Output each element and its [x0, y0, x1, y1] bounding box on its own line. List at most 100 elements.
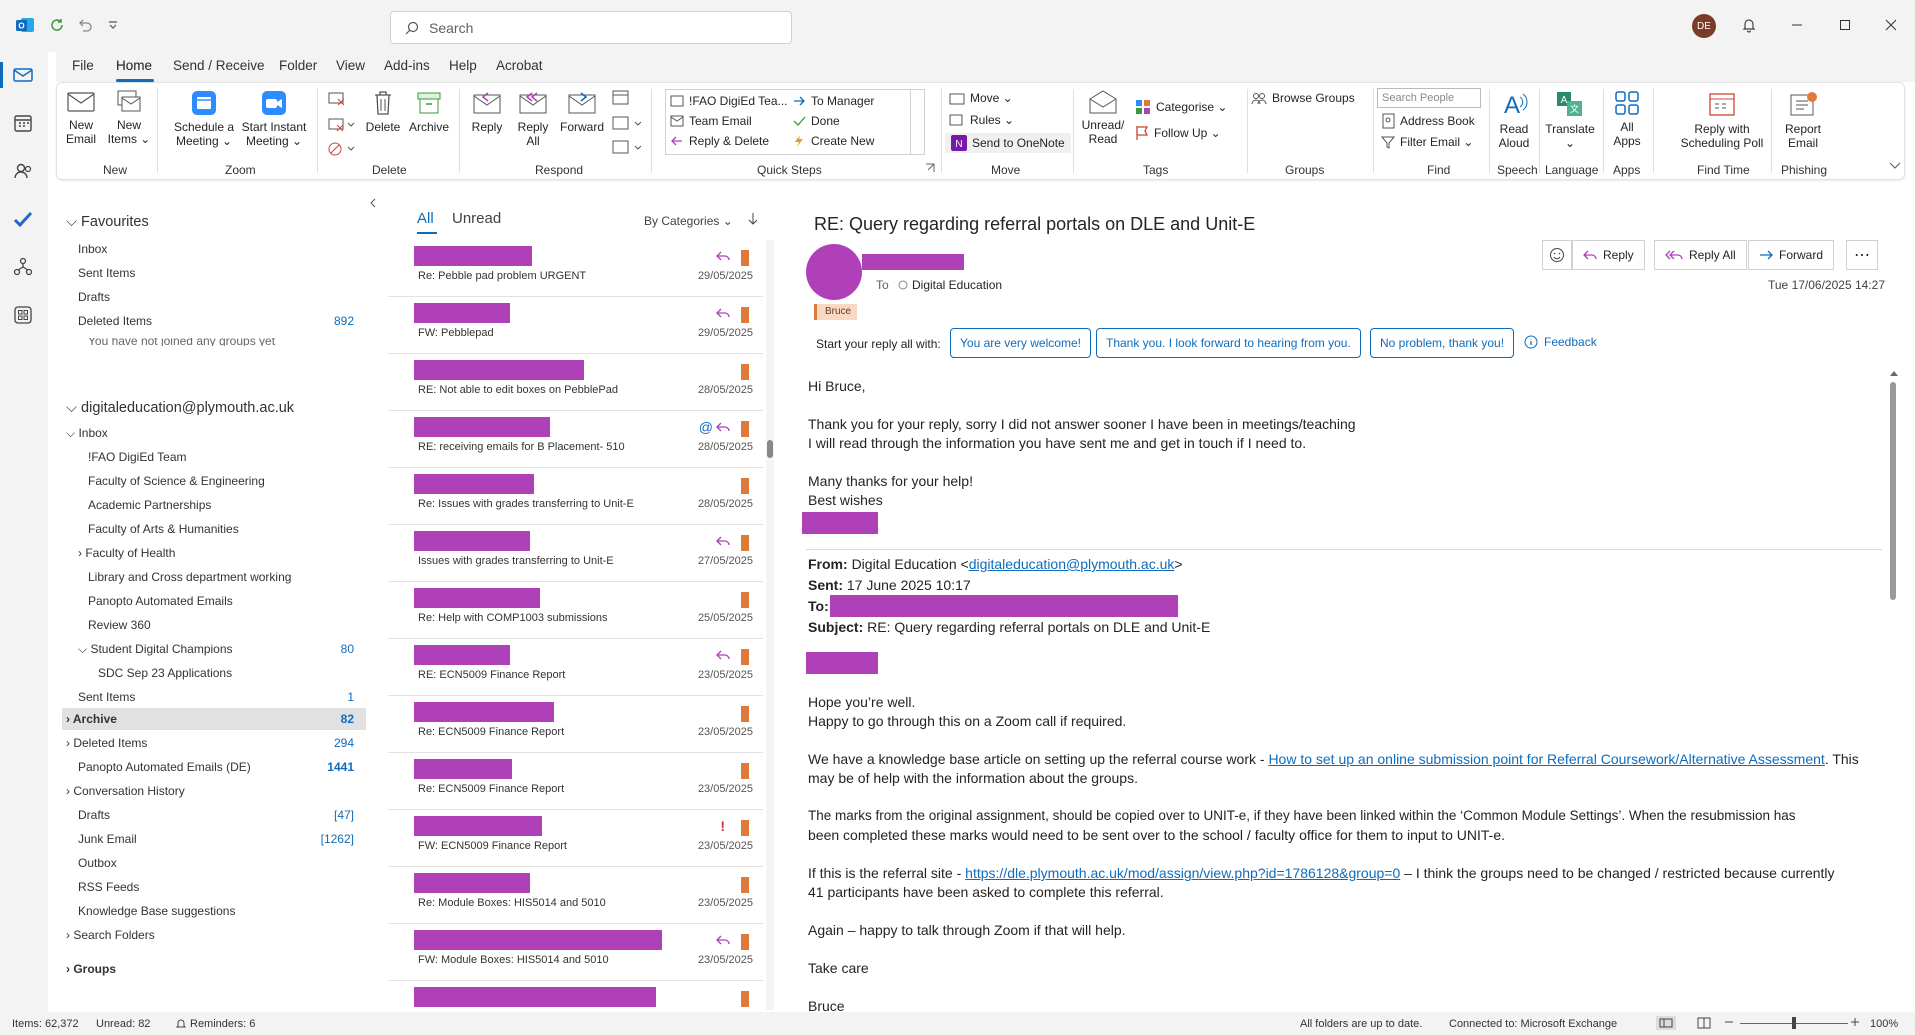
message-row[interactable]: Re: ECN5009 Finance Report 23/05/2025 [388, 753, 763, 810]
folder-outbox[interactable]: Outbox [78, 856, 117, 870]
more-actions-button[interactable]: ⋯ [1846, 240, 1878, 270]
reply-all-action-button[interactable]: Reply All [1654, 240, 1747, 270]
customize-toolbar-icon[interactable] [100, 12, 126, 38]
reply-button[interactable]: Reply [467, 89, 507, 134]
reply-action-button[interactable]: Reply [1572, 240, 1645, 270]
menu-acrobat[interactable]: Acrobat [496, 58, 543, 73]
zoom-out-button[interactable] [1724, 1017, 1734, 1027]
recipient[interactable]: Digital Education [898, 278, 1002, 292]
quickstep-create-new[interactable]: Create New [792, 134, 874, 148]
address-book-button[interactable]: Address Book [1381, 113, 1475, 129]
folder-conversation-history[interactable]: › Conversation History [66, 784, 185, 798]
fav-drafts[interactable]: Drafts [78, 290, 111, 304]
todo-icon[interactable] [12, 208, 36, 232]
move-button[interactable]: Move ⌄ [949, 91, 1013, 105]
folder-academic-partnerships[interactable]: Academic Partnerships [88, 498, 212, 512]
folder-review-360[interactable]: Review 360 [88, 618, 151, 632]
org-explorer-icon[interactable] [12, 256, 36, 280]
avatar[interactable]: DE [1692, 14, 1716, 38]
folder-science-engineering[interactable]: Faculty of Science & Engineering [88, 474, 265, 488]
suggested-reply-1[interactable]: You are very welcome! [950, 328, 1091, 358]
message-row[interactable]: Re: Issues with grades transferring to U… [388, 468, 763, 525]
account-header[interactable]: ⌵ digitaleducation@plymouth.ac.uk [66, 400, 295, 416]
referral-site-link[interactable]: https://dle.plymouth.ac.uk/mod/assign/vi… [965, 865, 1401, 881]
dialog-launcher-icon[interactable] [925, 163, 935, 173]
sort-dropdown[interactable]: By Categories ⌄ [644, 214, 733, 228]
start-instant-meeting-button[interactable]: Start Instant Meeting ⌄ [239, 89, 309, 148]
new-email-button[interactable]: New Email [63, 89, 99, 146]
message-row[interactable]: FW: Module Boxes: HIS5014 and 5010 23/05/… [388, 924, 763, 981]
from-email-link[interactable]: digitaleducation@plymouth.ac.uk [968, 556, 1175, 572]
favourites-header[interactable]: ⌵ Favourites [66, 214, 149, 230]
folder-inbox[interactable]: ⌵ Inbox [66, 426, 108, 440]
folder-panopto[interactable]: Panopto Automated Emails [88, 594, 233, 608]
tab-all[interactable]: All [417, 210, 434, 227]
fav-sent-items[interactable]: Sent Items [78, 266, 136, 280]
quickstep-fao[interactable]: !FAO DigiEd Tea... [670, 94, 788, 108]
folder-junk-email[interactable]: Junk Email [78, 832, 137, 846]
folder-drafts[interactable]: Drafts [78, 808, 111, 822]
maximize-button[interactable] [1832, 12, 1858, 38]
mail-icon[interactable] [12, 64, 36, 88]
reply-scheduling-poll-button[interactable]: Reply with Scheduling Poll [1677, 89, 1767, 150]
folder-sent-items[interactable]: Sent Items [78, 690, 136, 704]
folder-faculty-health[interactable]: › Faculty of Health [78, 546, 176, 560]
zoom-slider[interactable] [1740, 1017, 1848, 1029]
feedback-link[interactable]: Feedback [1524, 335, 1597, 349]
delete-button[interactable]: Delete [363, 89, 403, 134]
categorise-button[interactable]: Categorise ⌄ [1135, 99, 1227, 115]
archive-button[interactable]: Archive [407, 89, 451, 134]
search-box[interactable]: Search [390, 11, 792, 44]
follow-up-button[interactable]: Follow Up ⌄ [1135, 125, 1221, 141]
kb-article-link[interactable]: How to set up an online submission point… [1268, 751, 1825, 767]
junk-icon[interactable] [327, 141, 355, 157]
quick-steps-scroll[interactable] [910, 90, 924, 154]
apps-icon[interactable] [12, 304, 36, 328]
meeting-reply-icon[interactable] [611, 89, 631, 107]
folder-archive[interactable]: › Archive [66, 712, 117, 726]
rules-button[interactable]: Rules ⌄ [949, 113, 1014, 127]
menu-home[interactable]: Home [116, 58, 153, 73]
status-reminders[interactable]: Reminders: 6 [176, 1018, 255, 1030]
collapse-pane-icon[interactable] [368, 198, 378, 208]
quickstep-done[interactable]: Done [792, 114, 840, 128]
zoom-slider-thumb[interactable] [1792, 1017, 1796, 1029]
menu-send-receive[interactable]: Send / Receive [173, 58, 265, 73]
folder-fao-digied[interactable]: !FAO DigiEd Team [88, 450, 187, 464]
message-row[interactable]: FW: ECN5009 Finance Report 23/05/2025! [388, 810, 763, 867]
message-row[interactable]: Re: ECN5009 Finance Report 23/05/2025 [388, 696, 763, 753]
im-reply-icon[interactable] [611, 115, 643, 133]
send-to-onenote-button[interactable]: N Send to OneNote [945, 133, 1071, 153]
tab-unread[interactable]: Unread [452, 210, 502, 227]
folder-rss-feeds[interactable]: RSS Feeds [78, 880, 140, 894]
folder-search-folders[interactable]: › Search Folders [66, 928, 155, 942]
message-row[interactable]: Re: Help with COMP1003 submissions 25/05/… [388, 582, 763, 639]
all-apps-button[interactable]: All Apps [1609, 89, 1645, 148]
message-row[interactable]: RE: Not able to edit boxes on PebblePad 2… [388, 354, 763, 411]
schedule-meeting-button[interactable]: Schedule a Meeting ⌄ [173, 89, 235, 148]
more-respond-icon[interactable] [611, 139, 643, 157]
suggested-reply-3[interactable]: No problem, thank you! [1370, 328, 1515, 358]
folder-student-digital-champions[interactable]: ⌵ Student Digital Champions [78, 642, 233, 656]
reading-scroll-thumb[interactable] [1890, 382, 1896, 600]
read-aloud-button[interactable]: A Read Aloud [1495, 89, 1533, 150]
menu-folder[interactable]: Folder [279, 58, 318, 73]
unread-read-button[interactable]: Unread/Read [1081, 89, 1125, 146]
list-scrollbar[interactable] [766, 240, 774, 1010]
folder-library-cross[interactable]: Library and Cross department working [88, 570, 292, 584]
bell-icon[interactable] [1736, 12, 1762, 38]
message-row[interactable]: RE: receiving emails for B Placement- 51… [388, 411, 763, 468]
ignore-icon[interactable] [327, 91, 347, 107]
list-scroll-thumb[interactable] [767, 440, 773, 458]
people-icon[interactable] [12, 160, 36, 184]
folder-kb-suggestions[interactable]: Knowledge Base suggestions [78, 904, 236, 918]
folder-sdc-sep23[interactable]: SDC Sep 23 Applications [98, 666, 233, 680]
reading-scrollbar[interactable] [1888, 366, 1898, 1006]
quickstep-reply-delete[interactable]: Reply & Delete [670, 134, 769, 148]
groups-header[interactable]: › Groups [66, 962, 117, 976]
message-row[interactable]: RE: ECN5009 Finance Report 23/05/2025 [388, 639, 763, 696]
reply-all-button[interactable]: Reply All [513, 89, 553, 148]
filter-email-button[interactable]: Filter Email ⌄ [1381, 135, 1473, 149]
fav-deleted-items[interactable]: Deleted Items [78, 314, 153, 328]
